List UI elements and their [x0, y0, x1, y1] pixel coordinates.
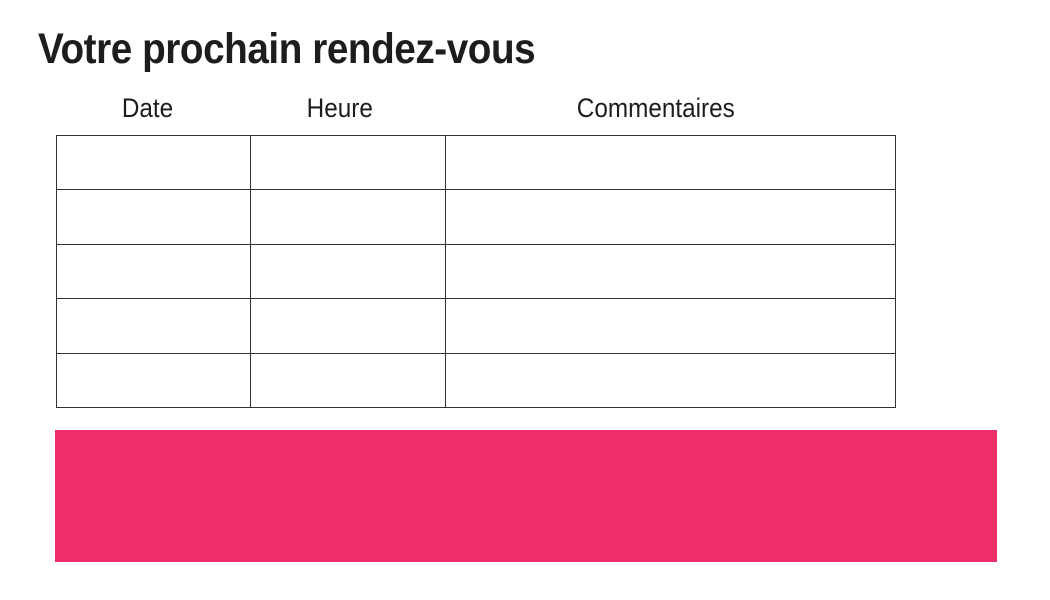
- column-header-heure-label: Heure: [306, 93, 374, 123]
- column-header-heure: Heure: [240, 92, 440, 124]
- table-row: [56, 243, 896, 300]
- table-row: [56, 298, 896, 354]
- page-title: Votre prochain rendez-vous: [38, 25, 536, 73]
- table-cell: [445, 134, 896, 191]
- table-cell: [56, 243, 251, 300]
- column-header-date-label: Date: [122, 93, 174, 123]
- table-cell: [445, 189, 896, 245]
- table-cell: [250, 134, 446, 191]
- pink-banner: [55, 430, 997, 562]
- table-cell: [250, 352, 446, 409]
- table-cell: [250, 298, 446, 354]
- table-cell: [56, 298, 251, 354]
- appointments-table: [56, 134, 896, 409]
- table-cell: [250, 189, 446, 245]
- table-cell: [56, 189, 251, 245]
- table-row: [56, 352, 896, 409]
- column-header-commentaires-label: Commentaires: [576, 93, 736, 123]
- table-row: [56, 189, 896, 245]
- column-header-date: Date: [48, 92, 248, 124]
- table-cell: [56, 352, 251, 409]
- table-cell: [445, 352, 896, 409]
- table-row: [56, 134, 896, 191]
- table-cell: [250, 243, 446, 300]
- table-cell: [445, 298, 896, 354]
- table-cell: [445, 243, 896, 300]
- table-cell: [56, 134, 251, 191]
- column-header-commentaires: Commentaires: [456, 92, 856, 124]
